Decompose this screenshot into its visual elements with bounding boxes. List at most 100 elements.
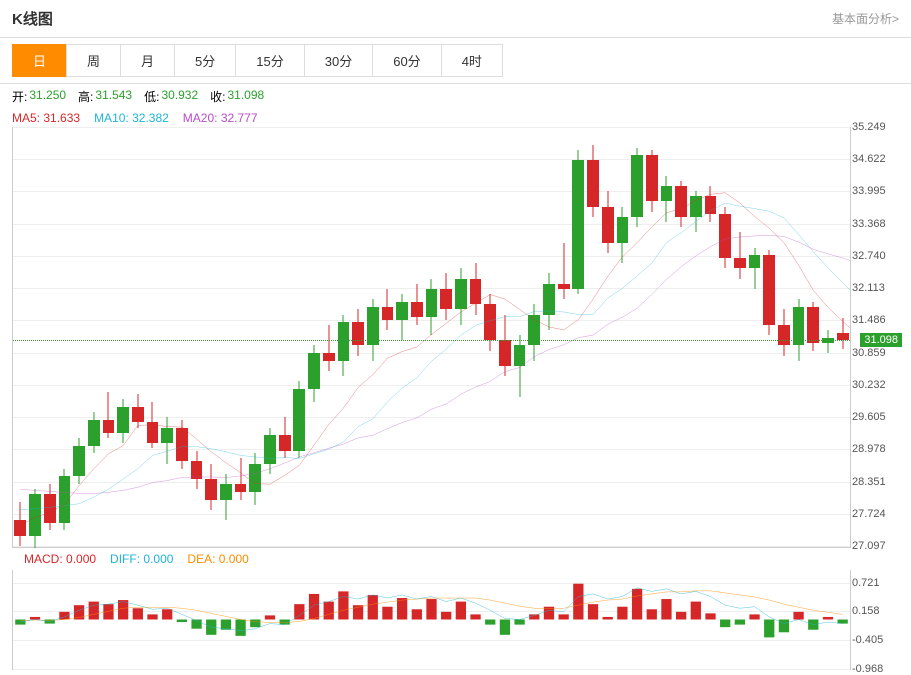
dea-label: DEA: (187, 552, 215, 566)
candle (175, 127, 190, 546)
y-tick: 27.097 (852, 540, 886, 552)
y-tick: 31.486 (852, 314, 886, 326)
candle (630, 127, 645, 546)
candle (336, 127, 351, 546)
candle (189, 127, 204, 546)
candle (674, 127, 689, 546)
candle (791, 127, 806, 546)
candle (160, 127, 175, 546)
candle (116, 127, 131, 546)
candlestick-chart[interactable]: 35.24934.62233.99533.36832.74032.11331.4… (12, 127, 851, 547)
candle (454, 127, 469, 546)
candle (512, 127, 527, 546)
macd-y-axis: 0.7210.158-0.405-0.968 (852, 570, 900, 669)
macd-y-tick: 0.721 (852, 577, 880, 589)
candle (498, 127, 513, 546)
y-tick: 33.995 (852, 185, 886, 197)
ma5-label: MA5: (12, 111, 40, 125)
ohlc-bar: 开:31.250 高:31.543 低:30.932 收:31.098 (0, 84, 911, 109)
candle (86, 127, 101, 546)
diff-value: 0.000 (143, 552, 173, 566)
y-tick: 30.232 (852, 379, 886, 391)
candle (424, 127, 439, 546)
candle (733, 127, 748, 546)
candle (542, 127, 557, 546)
close-label: 收: (210, 88, 225, 105)
macd-y-tick: -0.405 (852, 634, 883, 646)
candle (600, 127, 615, 546)
candle (28, 127, 43, 546)
diff-label: DIFF: (110, 552, 140, 566)
ma-bar: MA5: 31.633 MA10: 32.382 MA20: 32.777 (0, 109, 911, 127)
macd-label: MACD: (24, 552, 63, 566)
macd-y-tick: -0.968 (852, 663, 883, 675)
candle (263, 127, 278, 546)
candle (527, 127, 542, 546)
low-value: 30.932 (161, 88, 198, 105)
ma10-label: MA10: (94, 111, 129, 125)
candle (806, 127, 821, 546)
candle (835, 127, 850, 546)
y-tick: 30.859 (852, 347, 886, 359)
candle (380, 127, 395, 546)
close-value: 31.098 (227, 88, 264, 105)
analysis-link[interactable]: 基本面分析> (832, 10, 899, 27)
low-label: 低: (144, 88, 159, 105)
tab-日[interactable]: 日 (12, 44, 67, 77)
y-tick: 33.368 (852, 218, 886, 230)
dea-value: 0.000 (219, 552, 249, 566)
current-price-tag: 31.098 (860, 333, 902, 347)
candle (777, 127, 792, 546)
y-tick: 28.351 (852, 476, 886, 488)
candle (659, 127, 674, 546)
tab-4时[interactable]: 4时 (441, 44, 503, 77)
ma20-label: MA20: (183, 111, 218, 125)
high-value: 31.543 (95, 88, 132, 105)
candle (351, 127, 366, 546)
candle (292, 127, 307, 546)
candle (233, 127, 248, 546)
candle (688, 127, 703, 546)
candle (365, 127, 380, 546)
tab-周[interactable]: 周 (66, 44, 121, 77)
macd-value: 0.000 (66, 552, 96, 566)
chart-title: K线图 (12, 8, 53, 29)
macd-chart[interactable]: 0.7210.158-0.405-0.968 (12, 570, 851, 670)
tab-60分[interactable]: 60分 (372, 44, 441, 77)
candle (101, 127, 116, 546)
candle (42, 127, 57, 546)
candle (571, 127, 586, 546)
candle (409, 127, 424, 546)
candle (468, 127, 483, 546)
candle (703, 127, 718, 546)
macd-info-bar: MACD: 0.000 DIFF: 0.000 DEA: 0.000 (12, 547, 851, 570)
tab-15分[interactable]: 15分 (235, 44, 304, 77)
candle (130, 127, 145, 546)
candle (72, 127, 87, 546)
candle (13, 127, 28, 546)
candle (821, 127, 836, 546)
tab-月[interactable]: 月 (120, 44, 175, 77)
candle (718, 127, 733, 546)
open-value: 31.250 (29, 88, 66, 105)
candle (644, 127, 659, 546)
macd-overlay (13, 570, 850, 669)
candle (483, 127, 498, 546)
candle (747, 127, 762, 546)
tab-5分[interactable]: 5分 (174, 44, 236, 77)
y-tick: 28.978 (852, 443, 886, 455)
timeframe-tabs: 日周月5分15分30分60分4时 (0, 38, 911, 84)
tab-30分[interactable]: 30分 (304, 44, 373, 77)
candle (248, 127, 263, 546)
open-label: 开: (12, 88, 27, 105)
candle (321, 127, 336, 546)
candle (204, 127, 219, 546)
y-tick: 29.605 (852, 411, 886, 423)
macd-y-tick: 0.158 (852, 605, 880, 617)
candle (439, 127, 454, 546)
candle (395, 127, 410, 546)
ma5-value: 31.633 (43, 111, 80, 125)
y-tick: 27.724 (852, 508, 886, 520)
y-tick: 35.249 (852, 121, 886, 133)
high-label: 高: (78, 88, 93, 105)
